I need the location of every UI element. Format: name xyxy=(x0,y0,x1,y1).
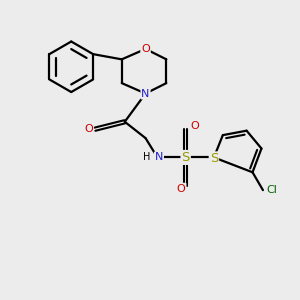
Text: H: H xyxy=(143,152,151,162)
Text: N: N xyxy=(141,88,150,98)
Text: S: S xyxy=(182,151,190,164)
Text: Cl: Cl xyxy=(266,185,277,195)
Text: O: O xyxy=(84,124,93,134)
Text: S: S xyxy=(210,152,218,165)
Text: O: O xyxy=(141,44,150,54)
Text: O: O xyxy=(190,121,199,131)
Text: O: O xyxy=(177,184,186,194)
Text: N: N xyxy=(155,152,163,162)
